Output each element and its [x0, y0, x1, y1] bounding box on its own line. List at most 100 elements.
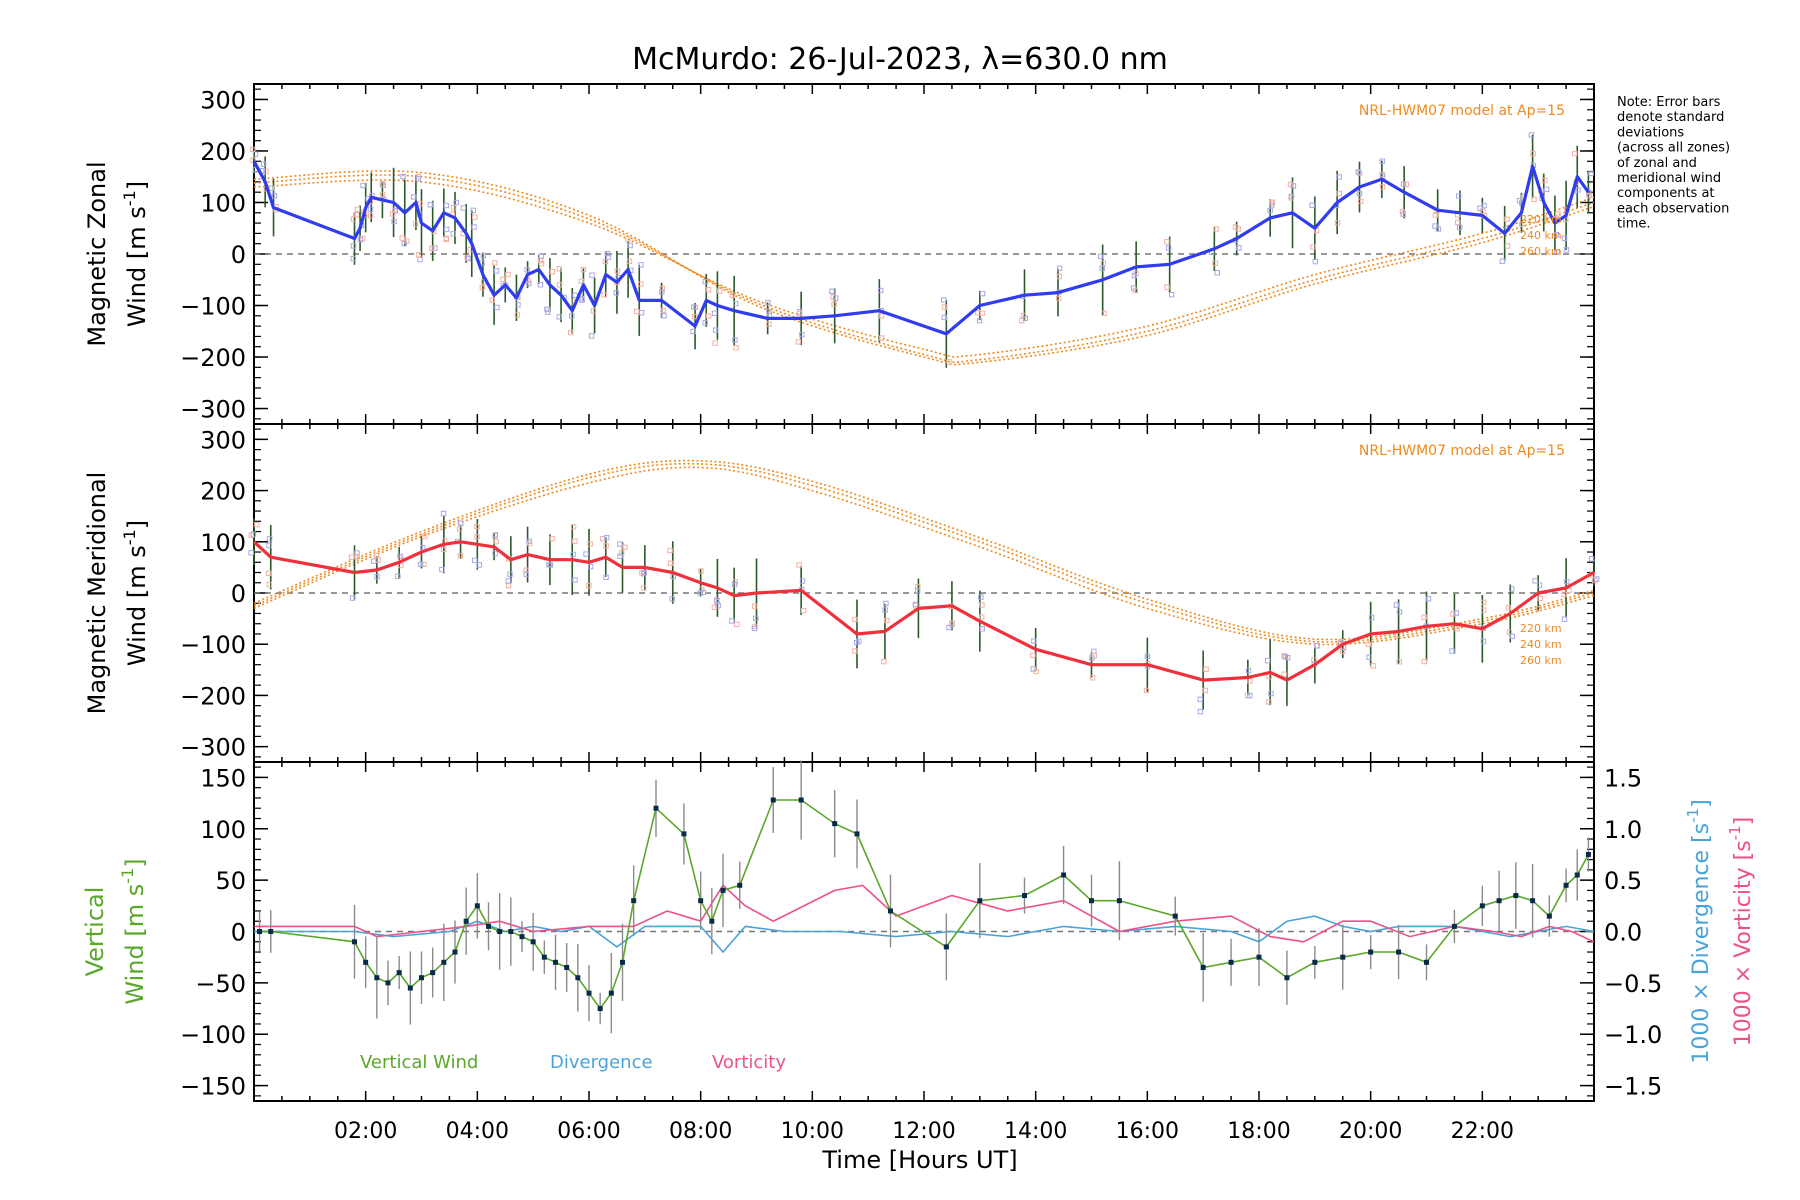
vertical-wind-point [407, 985, 413, 991]
zone-sample [578, 278, 585, 284]
zone-sample [1097, 253, 1104, 260]
vertical-wind-point [497, 929, 503, 934]
zone-sample [350, 243, 357, 249]
x-tick-label: 22:00 [1451, 1119, 1514, 1144]
note-line: deviations [1617, 125, 1684, 140]
y-tick-label: −100 [180, 293, 246, 321]
vertical-wind-point [1200, 964, 1206, 970]
zone-sample [659, 285, 666, 292]
zone-sample [1504, 243, 1511, 249]
zone-sample [1455, 219, 1461, 226]
zone-sample [605, 254, 612, 260]
zone-sample [946, 624, 952, 631]
zone-sample [556, 266, 562, 272]
zone-sample [1480, 607, 1487, 613]
vertical-wind-point [486, 923, 491, 929]
x-tick-label: 06:00 [557, 1119, 620, 1144]
zone-sample [489, 297, 495, 303]
vorticity-axis-label-sup: -1 [1726, 825, 1744, 840]
x-tick-label: 18:00 [1227, 1119, 1290, 1144]
zone-sample [622, 544, 628, 550]
panel-1: 300 200 100 0 −100 −200 −300 NRL-HWM07 model at… [83, 423, 1600, 763]
note-line: meridional wind [1617, 171, 1721, 186]
vertical-wind-point [1172, 913, 1178, 919]
zone-sample [1356, 170, 1363, 176]
zone-sample [712, 327, 719, 333]
vorticity-axis-label: 1000 × Vorticity [s-1] [1726, 817, 1756, 1046]
zone-sample [415, 176, 421, 182]
zone-sample [731, 581, 738, 588]
zone-sample [505, 271, 511, 278]
zone-sample [1499, 258, 1505, 264]
zone-sample [1031, 638, 1037, 644]
zone-sample [1022, 315, 1028, 322]
zone-sample [627, 242, 633, 249]
zone-sample [443, 235, 449, 242]
x-tick-label: 12:00 [892, 1119, 955, 1144]
zone-sample [1432, 212, 1439, 218]
zone-sample [348, 554, 355, 560]
zone-sample [493, 268, 500, 274]
zone-sample [1281, 671, 1287, 677]
zone-sample [367, 212, 374, 219]
zone-sample [1370, 663, 1376, 669]
zone-sample [1575, 187, 1581, 193]
x-tick-label: 14:00 [1004, 1119, 1067, 1144]
y-tick-label: 0 [231, 919, 246, 947]
zone-sample [260, 161, 267, 167]
zone-sample [705, 313, 712, 319]
zone-sample [640, 585, 647, 591]
zone-sample [1481, 599, 1487, 606]
zone-sample [432, 245, 438, 251]
zone-sample [766, 321, 772, 327]
model-curve-km [253, 174, 1595, 364]
zone-sample [421, 561, 427, 568]
vertical-wind-line [259, 799, 1590, 1010]
zone-sample [978, 614, 985, 620]
zone-sample [1309, 202, 1315, 208]
zone-sample [263, 168, 269, 175]
zone-sample [1586, 192, 1592, 199]
zone-sample [1588, 170, 1594, 177]
zone-sample [515, 302, 521, 308]
zone-sample [572, 538, 578, 544]
y-tick-label: −100 [180, 631, 246, 659]
zone-sample [732, 337, 738, 343]
vertical-wind-point [1513, 893, 1519, 899]
x-tick-label: 04:00 [446, 1119, 509, 1144]
zone-sample [1290, 183, 1297, 189]
zone-sample [979, 602, 985, 608]
zone-sample [978, 594, 984, 600]
zone-sample [1202, 687, 1208, 694]
zone-sample [471, 224, 477, 230]
y-label-end: ] [123, 181, 151, 190]
legend-divergence: Divergence [550, 1052, 653, 1073]
vertical-wind-point [441, 959, 447, 965]
zone-sample [458, 520, 464, 526]
zone-sample [1312, 258, 1318, 265]
zone-sample [1450, 611, 1456, 617]
zone-sample [1197, 708, 1204, 715]
x-tick-label: 10:00 [781, 1119, 844, 1144]
note-line: (across all zones) [1617, 141, 1730, 156]
zone-sample [476, 562, 483, 568]
zone-sample [1164, 239, 1170, 245]
zone-sample [453, 199, 459, 206]
divergence-axis-label: 1000 × Divergence [s-1] [1684, 799, 1714, 1063]
zone-sample [1314, 643, 1320, 649]
zone-sample [1504, 216, 1510, 222]
zone-sample [1477, 205, 1483, 211]
zone-sample [417, 256, 423, 263]
zone-sample [1449, 648, 1455, 654]
y-label-sup: -1 [118, 868, 137, 884]
zone-sample [1453, 610, 1460, 616]
zone-sample [374, 573, 380, 580]
vertical-wind-point [608, 990, 614, 996]
zone-sample [1164, 284, 1170, 290]
zone-sample [1379, 158, 1385, 164]
vertical-wind-point [653, 805, 659, 811]
zone-sample [569, 313, 575, 319]
zone-sample [401, 240, 407, 247]
vertical-wind-point [737, 882, 743, 888]
zone-sample [734, 621, 740, 628]
